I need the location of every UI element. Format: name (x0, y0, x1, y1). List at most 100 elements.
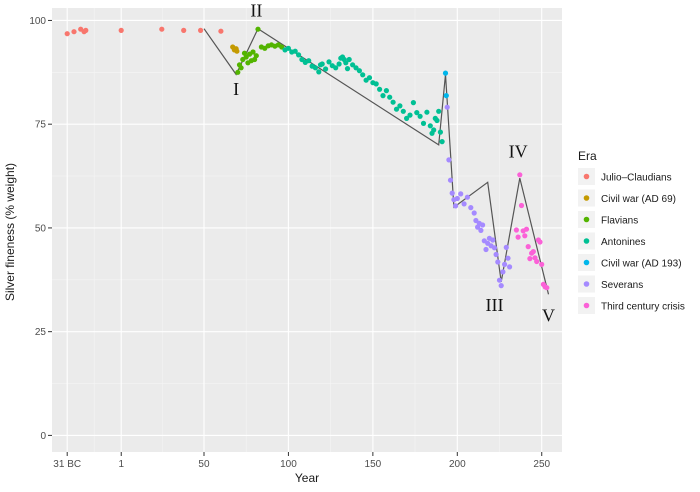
data-point (326, 59, 332, 65)
data-point (439, 139, 445, 145)
legend-item: Antonines (578, 232, 645, 250)
data-point (250, 49, 256, 55)
legend-marker (583, 281, 590, 287)
data-point (285, 45, 291, 51)
data-point (473, 217, 479, 224)
data-point (530, 249, 536, 255)
y-axis-title: Silver fineness (% weight) (3, 163, 17, 301)
legend-title: Era (578, 149, 597, 163)
data-point (491, 245, 498, 251)
data-point (404, 115, 410, 121)
legend-item: Severans (578, 275, 643, 293)
data-point (336, 61, 342, 67)
data-point (443, 93, 449, 99)
legend-label: Civil war (AD 69) (601, 194, 676, 205)
legend-marker (583, 173, 590, 180)
data-point (513, 227, 520, 233)
legend-label: Julio–Claudians (601, 173, 672, 184)
legend-marker (583, 302, 590, 309)
legend-marker (583, 259, 590, 266)
x-tick-label: 1 (118, 459, 124, 470)
annotation-label: III (485, 295, 503, 315)
data-point (461, 201, 467, 207)
data-point (507, 264, 513, 270)
data-point (503, 244, 509, 250)
data-point (427, 123, 433, 129)
data-point (493, 251, 499, 258)
y-tick-label: 75 (35, 120, 47, 131)
data-point (400, 108, 406, 114)
series-3 (282, 45, 445, 145)
data-point (424, 109, 430, 115)
data-point (446, 157, 452, 163)
data-point (417, 113, 423, 119)
y-tick-label: 100 (29, 16, 46, 27)
data-point (387, 94, 393, 100)
data-point (534, 258, 540, 265)
legend-marker (583, 195, 590, 201)
data-point (442, 70, 449, 76)
data-point (366, 75, 373, 81)
y-tick-label: 0 (40, 431, 46, 442)
data-point (253, 53, 259, 59)
data-point (453, 203, 459, 209)
data-point (390, 99, 396, 105)
series-1 (230, 44, 240, 54)
data-point (296, 52, 302, 58)
data-point (238, 65, 244, 71)
annotation-label: II (250, 0, 262, 20)
data-point (522, 233, 528, 239)
data-point (434, 117, 440, 124)
data-point (525, 244, 531, 250)
data-point (344, 66, 351, 72)
legend-marker (583, 238, 590, 244)
data-point (380, 93, 386, 99)
data-point (83, 27, 89, 33)
data-point (498, 283, 504, 289)
data-point (483, 246, 489, 253)
data-point (198, 27, 204, 33)
x-tick-label: 50 (198, 459, 210, 470)
data-points (64, 26, 550, 291)
data-point (360, 72, 366, 78)
data-point (444, 104, 450, 110)
data-point (537, 239, 543, 245)
data-point (480, 222, 486, 228)
x-tick-label: 250 (533, 459, 550, 470)
legend: Era Julio–Claudians Civil war (AD 69) Flavi… (578, 149, 685, 314)
series-2 (235, 26, 285, 75)
data-point (515, 234, 521, 240)
data-point (255, 26, 261, 32)
data-point (496, 277, 503, 283)
data-point (420, 120, 427, 126)
trend-line-layer (203, 27, 550, 295)
x-axis-title: Year (295, 471, 319, 485)
data-point (118, 27, 124, 33)
data-point (373, 81, 379, 87)
x-tick-label: 100 (280, 459, 297, 470)
data-point (312, 65, 318, 71)
data-point (346, 56, 352, 63)
legend-item: Civil war (AD 193) (578, 254, 682, 271)
x-tick-label: 31 BC (53, 459, 81, 470)
data-point (468, 205, 474, 211)
series-6 (513, 172, 550, 291)
data-point (299, 56, 305, 63)
data-point (234, 48, 240, 54)
data-point (495, 259, 501, 265)
data-point (159, 26, 165, 32)
data-point (292, 48, 298, 54)
data-point (407, 112, 413, 118)
data-point (414, 110, 420, 116)
data-point (454, 195, 460, 202)
data-point (319, 61, 325, 67)
legend-item: Julio–Claudians (578, 168, 672, 185)
data-point (343, 60, 349, 66)
data-point (447, 177, 454, 183)
legend-item: Third century crisis (578, 297, 685, 314)
data-point (71, 29, 77, 35)
data-point (333, 65, 339, 71)
